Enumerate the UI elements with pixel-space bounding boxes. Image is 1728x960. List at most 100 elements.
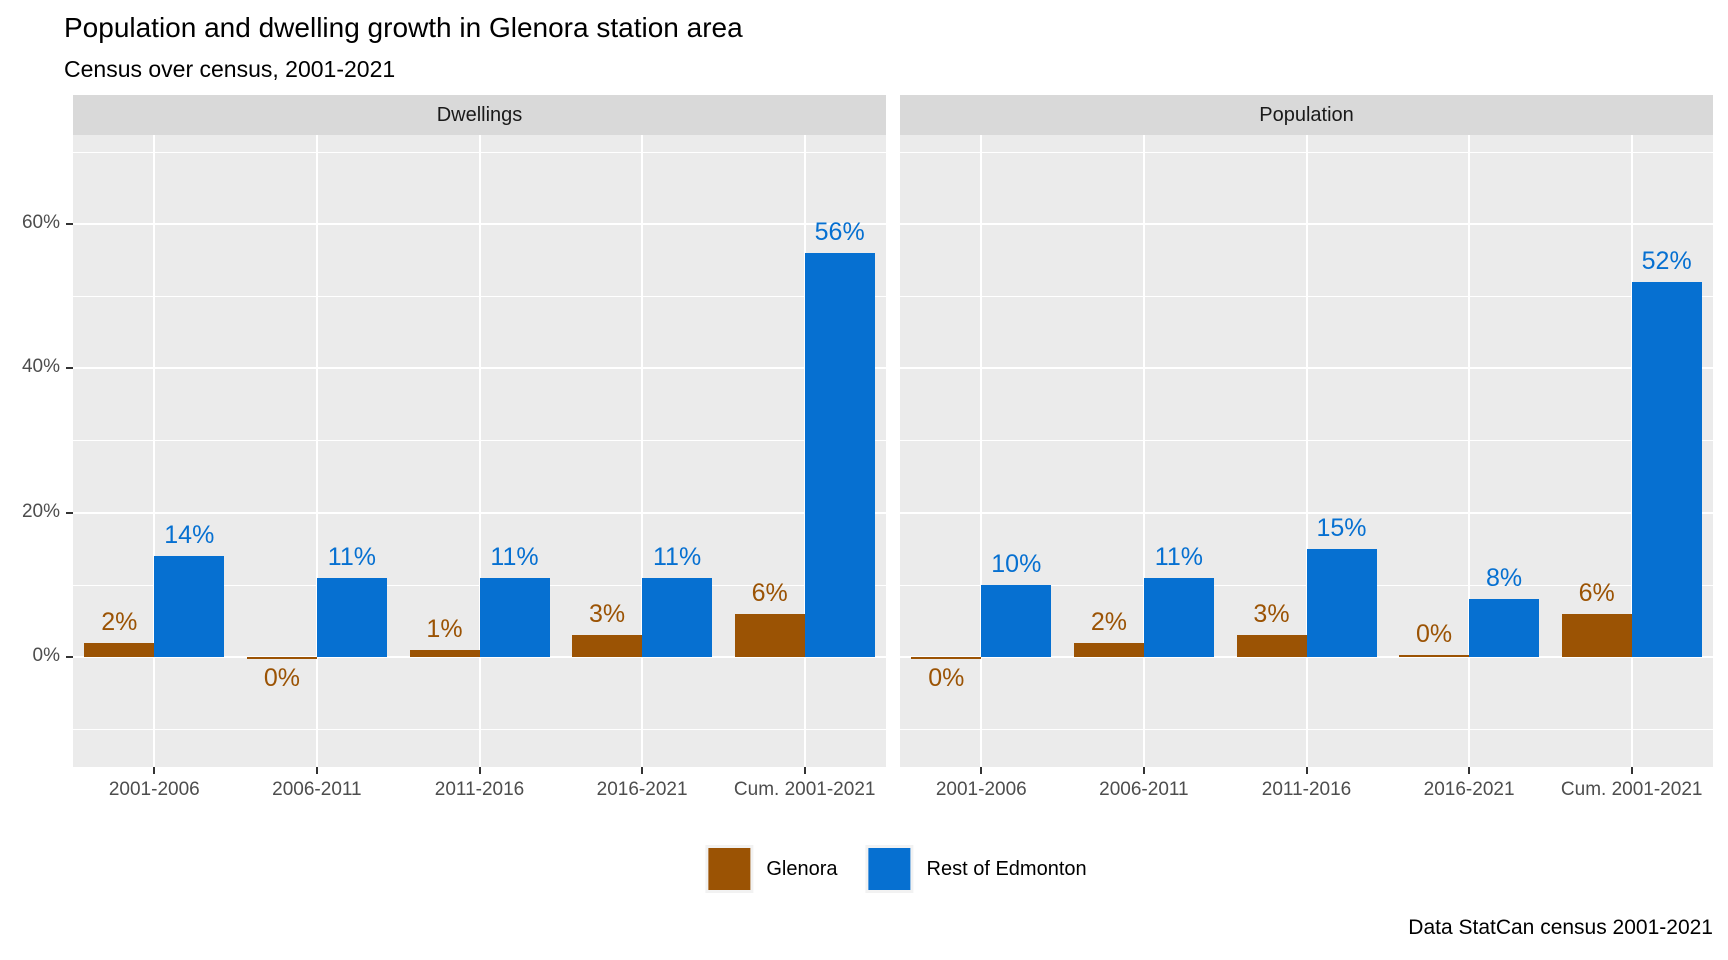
x-tick-label: 2011-2016 bbox=[1261, 779, 1352, 800]
x-tick-label: Cum. 2001-2021 bbox=[733, 779, 876, 800]
legend: Glenora Rest of Edmonton bbox=[705, 845, 1087, 893]
bar-glenora bbox=[1561, 613, 1632, 657]
bar-value-label: 10% bbox=[991, 549, 1042, 578]
y-tick-mark bbox=[66, 222, 73, 225]
bar-rest-of-edmonton bbox=[479, 577, 550, 657]
bar-value-label: 3% bbox=[589, 600, 626, 629]
gridline-vertical bbox=[315, 135, 318, 767]
y-tick-label: 40% bbox=[21, 356, 60, 378]
y-axis: 0% 20% 40% 60% bbox=[0, 95, 73, 807]
bar-value-label: 2% bbox=[101, 607, 138, 636]
bar-glenora bbox=[409, 649, 480, 657]
y-tick-mark bbox=[66, 656, 73, 658]
bar-rest-of-edmonton bbox=[154, 555, 225, 657]
bar-value-label: 52% bbox=[1641, 246, 1692, 275]
y-tick-mark bbox=[66, 367, 73, 370]
bar-value-label: 0% bbox=[263, 664, 300, 693]
bar-value-label: 0% bbox=[1416, 620, 1453, 648]
legend-key bbox=[705, 845, 754, 893]
x-tick-mark bbox=[803, 767, 806, 774]
legend-label: Glenora bbox=[766, 857, 838, 880]
x-tick-mark bbox=[1468, 767, 1471, 774]
bar-glenora bbox=[1073, 642, 1144, 657]
x-tick-label: 2016-2021 bbox=[596, 779, 688, 800]
x-tick-label: 2006-2011 bbox=[1099, 779, 1189, 800]
x-axis-dwellings: 2001-2006 2006-2011 2011-2016 2016-2021 Cum.… bbox=[73, 767, 886, 807]
bar-rest-of-edmonton bbox=[1143, 577, 1214, 657]
bar-value-label: 11% bbox=[653, 542, 702, 571]
x-tick-label: 2011-2016 bbox=[434, 779, 525, 800]
plot-area-population: 0% 2% 3% 0% 6% 10% 11% 15% 8% 52% bbox=[900, 135, 1713, 767]
x-tick-label: 2001-2006 bbox=[935, 779, 1027, 800]
caption: Data StatCan census 2001-2021 bbox=[1408, 916, 1713, 939]
x-tick-mark bbox=[1305, 767, 1308, 774]
bar-rest-of-edmonton bbox=[1469, 599, 1540, 657]
facet-panels: Dwellings 2% 0% 1% 3% 6% 14% 11% 11% 11% 56% 2001… bbox=[73, 95, 1728, 807]
bar-value-label: 8% bbox=[1486, 564, 1523, 593]
y-tick-mark bbox=[66, 511, 73, 514]
x-tick-mark bbox=[478, 767, 481, 774]
bar-glenora bbox=[734, 613, 805, 657]
x-tick-mark bbox=[641, 767, 644, 774]
x-tick-mark bbox=[153, 767, 156, 774]
bar-glenora bbox=[84, 642, 155, 657]
bar-value-label: 1% bbox=[426, 614, 463, 643]
x-axis-population: 2001-2006 2006-2011 2011-2016 2016-2021 Cum.… bbox=[900, 767, 1713, 807]
bar-glenora bbox=[246, 657, 317, 660]
x-tick-mark bbox=[315, 767, 318, 774]
chart-area: 0% 20% 40% 60% Dwellings 2% 0% 1% 3% 6% 14% 11% 11… bbox=[0, 95, 1728, 807]
chart-title: Population and dwelling growth in Glenor… bbox=[64, 12, 743, 43]
facet-strip-dwellings: Dwellings bbox=[73, 95, 886, 135]
chart-subtitle: Census over census, 2001-2021 bbox=[64, 56, 396, 82]
bar-glenora bbox=[1236, 635, 1307, 657]
bar-value-label: 2% bbox=[1090, 607, 1127, 636]
legend-item: Glenora bbox=[705, 845, 838, 893]
bar-value-label: 0% bbox=[928, 664, 965, 693]
gridline-vertical bbox=[1468, 135, 1471, 767]
legend-label: Rest of Edmonton bbox=[926, 857, 1087, 880]
gridline-vertical bbox=[1305, 135, 1308, 767]
facet-strip-label: Population bbox=[1259, 103, 1354, 126]
bar-value-label: 11% bbox=[1154, 542, 1203, 571]
bar-rest-of-edmonton bbox=[1631, 281, 1702, 657]
bar-value-label: 6% bbox=[751, 578, 788, 607]
bar-rest-of-edmonton bbox=[316, 577, 387, 657]
legend-key bbox=[865, 845, 914, 893]
facet-panel-population: Population 0% 2% 3% 0% 6% 10% 11% 15% 8% 52% 2001… bbox=[900, 95, 1713, 807]
gridline-vertical bbox=[641, 135, 644, 767]
y-tick-label: 20% bbox=[21, 500, 60, 522]
bar-value-label: 11% bbox=[327, 542, 376, 571]
x-tick-label: 2016-2021 bbox=[1423, 779, 1515, 800]
facet-panel-dwellings: Dwellings 2% 0% 1% 3% 6% 14% 11% 11% 11% 56% 2001… bbox=[73, 95, 886, 807]
bar-value-label: 15% bbox=[1316, 513, 1367, 542]
y-tick-label: 0% bbox=[32, 645, 60, 666]
x-tick-label: Cum. 2001-2021 bbox=[1560, 779, 1703, 800]
bar-value-label: 14% bbox=[164, 520, 215, 549]
gridline-vertical bbox=[153, 135, 156, 767]
plot-area-dwellings: 2% 0% 1% 3% 6% 14% 11% 11% 11% 56% bbox=[73, 135, 886, 767]
legend-swatch bbox=[868, 848, 911, 890]
facet-strip-label: Dwellings bbox=[436, 103, 523, 126]
bar-value-label: 3% bbox=[1253, 600, 1290, 629]
x-tick-label: 2006-2011 bbox=[272, 779, 362, 800]
bar-glenora bbox=[1399, 655, 1470, 657]
gridline-vertical bbox=[478, 135, 481, 767]
x-tick-label: 2001-2006 bbox=[108, 779, 200, 800]
bar-rest-of-edmonton bbox=[981, 584, 1052, 657]
facet-strip-population: Population bbox=[900, 95, 1713, 135]
x-tick-mark bbox=[1142, 767, 1145, 774]
bar-glenora bbox=[572, 635, 643, 657]
bar-value-label: 56% bbox=[814, 217, 865, 246]
bar-glenora bbox=[911, 657, 982, 660]
x-tick-mark bbox=[980, 767, 983, 774]
bar-rest-of-edmonton bbox=[1306, 548, 1377, 657]
bar-value-label: 11% bbox=[490, 542, 539, 571]
y-tick-label: 60% bbox=[21, 211, 60, 233]
bar-rest-of-edmonton bbox=[804, 252, 875, 657]
x-tick-mark bbox=[1630, 767, 1633, 774]
gridline-vertical bbox=[980, 135, 983, 767]
bar-rest-of-edmonton bbox=[642, 577, 713, 657]
bar-value-label: 6% bbox=[1578, 578, 1615, 607]
legend-item: Rest of Edmonton bbox=[865, 845, 1087, 893]
